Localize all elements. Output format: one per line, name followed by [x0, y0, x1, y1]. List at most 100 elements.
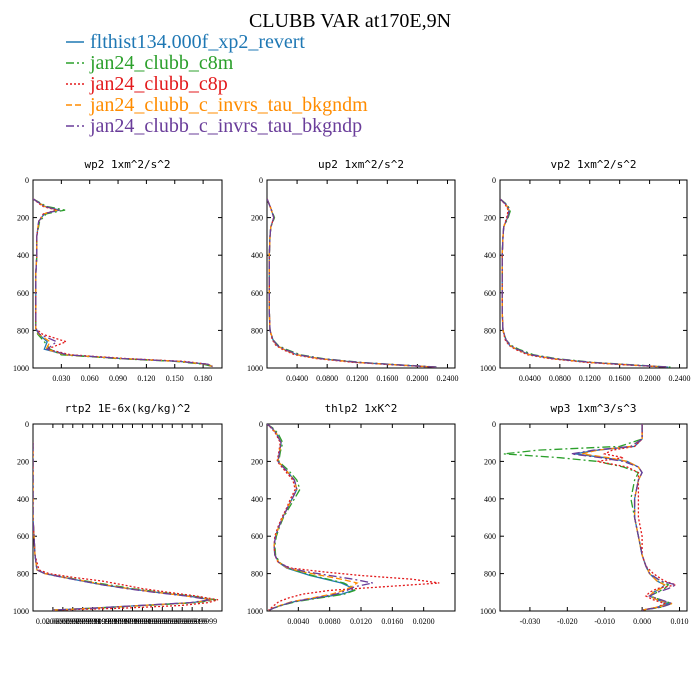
x-tick-label: 0.0799999 [66, 617, 100, 626]
x-tick-label: 0.2400 [436, 374, 458, 383]
series-line [33, 198, 213, 368]
x-tick-label: 0.279999 [167, 617, 197, 626]
x-tick-label: 0.0120 [350, 617, 372, 626]
x-tick-label: 0.120 [137, 374, 155, 383]
x-tick-label: 0.180 [194, 374, 212, 383]
y-tick-label: 800 [484, 570, 496, 579]
y-tick-label: 200 [251, 457, 263, 466]
x-tick-label: 0.010 [671, 617, 689, 626]
y-tick-label: 0 [259, 420, 263, 429]
x-tick-label: 0.0800 [549, 374, 571, 383]
series-line [267, 424, 440, 611]
x-tick-label: -0.010 [594, 617, 615, 626]
x-tick-label: 0.000 [633, 617, 651, 626]
series-line [500, 198, 667, 368]
y-tick-label: 0 [492, 420, 496, 429]
chart-panel: thlp2 1xK^2 0 200 400 600 800 1000 0.0040 0.0080… [247, 402, 456, 626]
chart-panels: wp2 1xm^2/s^2 0 200 400 600 800 1000 0.030 0.060… [13, 158, 691, 626]
y-tick-label: 400 [484, 251, 496, 260]
y-tick-label: 800 [484, 326, 496, 335]
series-line [267, 424, 373, 611]
series-line [33, 442, 219, 611]
legend: flthist134.000f_xp2_revertjan24_clubb_c8… [66, 31, 368, 137]
x-tick-label: 0.119999 [88, 617, 118, 626]
x-tick-label: 0.0999999 [76, 617, 110, 626]
plot-frame [266, 179, 456, 369]
chart-panel: vp2 1xm^2/s^2 0 200 400 600 800 1000 0.0400 0.08… [480, 158, 691, 383]
panel-title: vp2 1xm^2/s^2 [550, 158, 636, 171]
x-tick-label: 0.2000 [406, 374, 428, 383]
x-tick-label: -0.020 [557, 617, 578, 626]
x-tick-label: 0.0200000 [36, 617, 70, 626]
series-line [33, 198, 213, 368]
figure-title: CLUBB VAR at170E,9N [249, 10, 451, 32]
plot-frame [499, 423, 688, 612]
y-tick-label: 200 [17, 457, 29, 466]
panel-title: rtp2 1E-6x(kg/kg)^2 [65, 402, 191, 415]
x-tick-label: 0.0599999 [56, 617, 90, 626]
series-line [267, 198, 439, 368]
series-line [33, 198, 213, 368]
y-tick-label: 600 [17, 532, 29, 541]
y-tick-label: 1000 [247, 364, 263, 373]
x-tick-label: -0.030 [520, 617, 541, 626]
series-line [267, 198, 438, 368]
legend-label: jan24_clubb_c8m [89, 52, 234, 74]
x-tick-label: 0.0399999 [46, 617, 80, 626]
x-tick-label: 0.219999 [137, 617, 167, 626]
y-tick-label: 1000 [480, 364, 496, 373]
legend-label: jan24_clubb_c8p [89, 73, 228, 95]
series-line [500, 198, 669, 368]
series-line [267, 424, 356, 611]
chart-panel: wp2 1xm^2/s^2 0 200 400 600 800 1000 0.030 0.060… [13, 158, 223, 383]
legend-label: jan24_clubb_c_invrs_tau_bkgndm [89, 94, 368, 116]
series-line [33, 198, 213, 368]
y-tick-label: 800 [251, 570, 263, 579]
x-tick-label: 0.030 [52, 374, 70, 383]
x-tick-label: 0.0200 [413, 617, 435, 626]
x-tick-label: 0.090 [109, 374, 127, 383]
series-line [597, 424, 679, 611]
x-tick-label: 0.139999 [98, 617, 128, 626]
series-line [500, 198, 671, 368]
panel-title: wp3 1xm^3/s^3 [550, 402, 636, 415]
y-tick-label: 1000 [13, 607, 29, 616]
x-tick-label: 0.0400 [519, 374, 541, 383]
chart-panel: wp3 1xm^3/s^3 0 200 400 600 800 1000 -0.030 -0.0… [480, 402, 689, 626]
panel-title: wp2 1xm^2/s^2 [84, 158, 170, 171]
x-tick-label: 0.1600 [376, 374, 398, 383]
series-line [33, 442, 217, 611]
legend-label: jan24_clubb_c_invrs_tau_bkgndp [89, 115, 362, 137]
series-line [570, 424, 678, 611]
y-tick-label: 800 [17, 570, 29, 579]
y-tick-label: 1000 [480, 607, 496, 616]
y-tick-label: 400 [17, 251, 29, 260]
x-tick-label: 0.150 [166, 374, 184, 383]
series-line [33, 198, 213, 368]
series-line [267, 198, 437, 368]
y-tick-label: 400 [251, 251, 263, 260]
y-tick-label: 200 [484, 457, 496, 466]
x-tick-label: 0.179999 [117, 617, 147, 626]
panel-title: up2 1xm^2/s^2 [318, 158, 404, 171]
x-tick-label: 0.2000 [639, 374, 661, 383]
y-tick-label: 600 [484, 289, 496, 298]
chart-panel: up2 1xm^2/s^2 0 200 400 600 800 1000 0.0400 0.08… [247, 158, 458, 383]
y-tick-label: 0 [492, 176, 496, 185]
x-tick-label: 0.1200 [346, 374, 368, 383]
y-tick-label: 800 [17, 326, 29, 335]
x-tick-label: 0.199999 [127, 617, 157, 626]
chart-panel: rtp2 1E-6x(kg/kg)^2 0 200 400 600 800 1000 0.02… [13, 402, 223, 626]
y-tick-label: 400 [251, 495, 263, 504]
y-tick-label: 1000 [247, 607, 263, 616]
y-tick-label: 600 [484, 532, 496, 541]
y-tick-label: 600 [17, 289, 29, 298]
y-tick-label: 600 [251, 289, 263, 298]
plot-frame [32, 179, 223, 369]
y-tick-label: 200 [251, 214, 263, 223]
series-line [267, 424, 359, 611]
y-tick-label: 200 [17, 214, 29, 223]
x-tick-label: 0.259999 [157, 617, 187, 626]
x-tick-label: 0.0080 [319, 617, 341, 626]
